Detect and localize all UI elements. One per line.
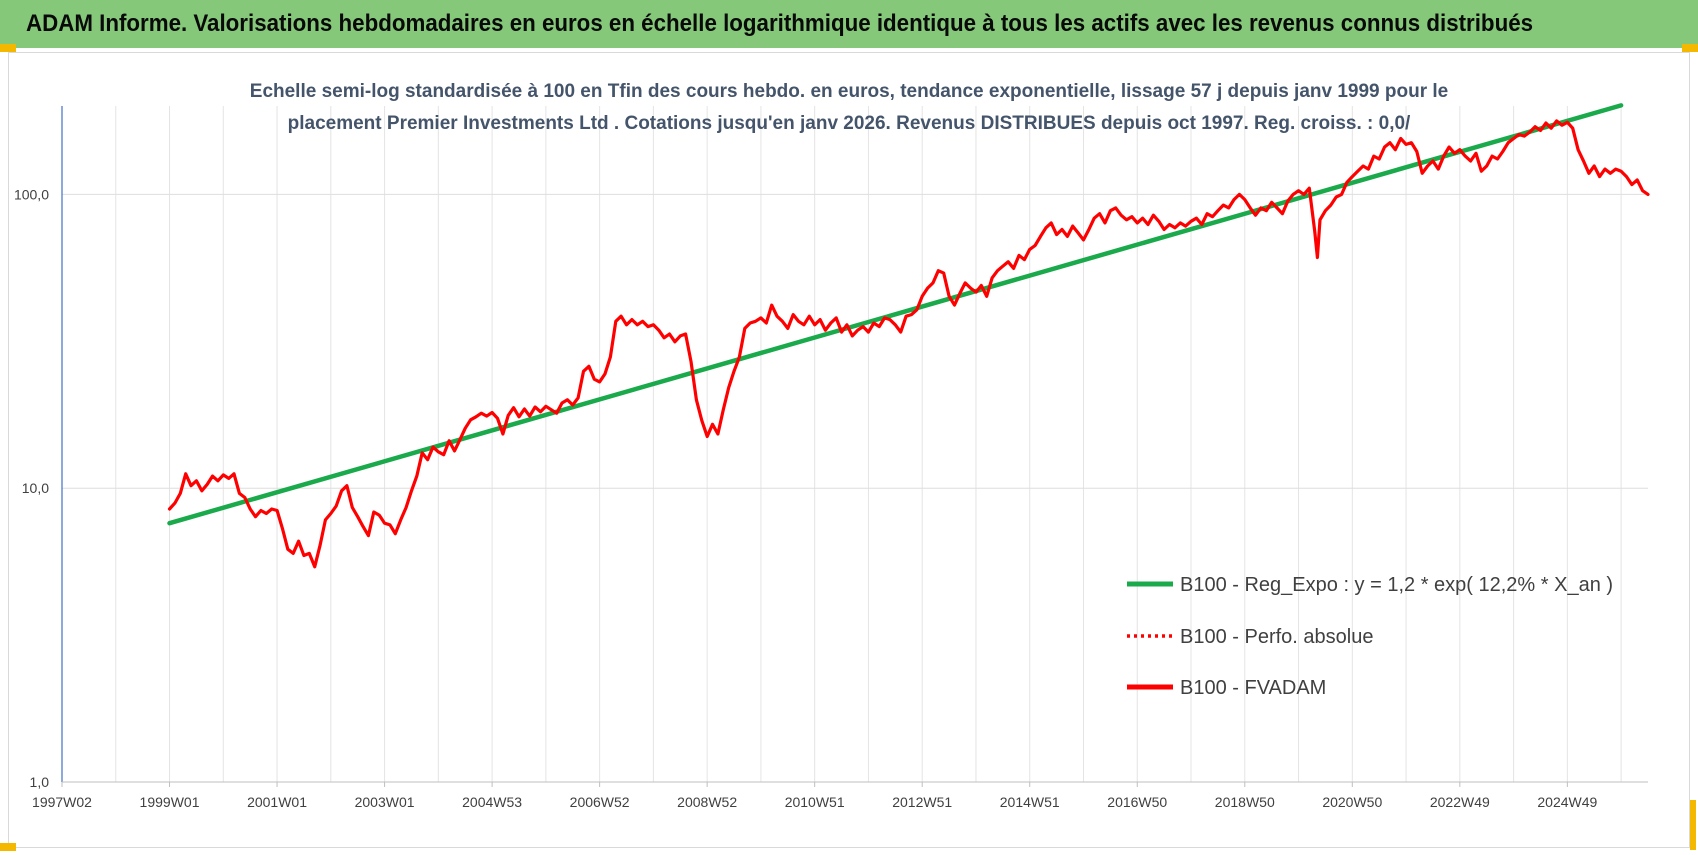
grid xyxy=(61,106,1648,783)
corner-marker-bottom-left xyxy=(0,843,16,851)
x-tick-label: 2024W49 xyxy=(1537,794,1597,810)
x-tick-label: 2010W51 xyxy=(785,794,845,810)
corner-marker-bottom-right xyxy=(1690,800,1696,850)
corner-marker-top-left xyxy=(0,44,16,52)
y-tick-label: 1,0 xyxy=(30,774,50,790)
legend-label-fvadam: B100 - FVADAM xyxy=(1180,677,1326,699)
x-tick-label: 2020W50 xyxy=(1322,794,1382,810)
x-tick-label: 2012W51 xyxy=(892,794,952,810)
x-tick-label: 2006W52 xyxy=(570,794,630,810)
x-tick-label: 1999W01 xyxy=(140,794,200,810)
legend: B100 - Reg_Expo : y = 1,2 * exp( 12,2% *… xyxy=(1127,574,1613,699)
x-tick-label: 2016W50 xyxy=(1107,794,1167,810)
chart-subtitle-line-1: Echelle semi-log standardisée à 100 en T… xyxy=(250,81,1448,102)
series-line-reg-expo xyxy=(167,103,1624,526)
x-tick-label: 1997W02 xyxy=(32,794,92,810)
header-banner: ADAM Informe. Valorisations hebdomadaire… xyxy=(0,0,1698,48)
x-tick-label: 2022W49 xyxy=(1430,794,1490,810)
x-tick-label: 2001W01 xyxy=(247,794,307,810)
axes: 1,0 10,0 100,0 1997W02 1999W01 2001W01 2003W01… xyxy=(14,106,1648,810)
chart-subtitle-line-2: placement Premier Investments Ltd . Cota… xyxy=(288,113,1411,134)
legend-label-perfo-absolue: B100 - Perfo. absolue xyxy=(1180,626,1373,648)
series-line-fvadam xyxy=(167,119,1650,569)
plot-area-frame xyxy=(8,52,1690,848)
x-tick-label: 2018W50 xyxy=(1215,794,1275,810)
x-tick-label: 2003W01 xyxy=(355,794,415,810)
x-tick-label: 2014W51 xyxy=(1000,794,1060,810)
y-tick-label: 10,0 xyxy=(22,480,49,496)
corner-marker-top-right xyxy=(1682,44,1698,52)
series xyxy=(167,103,1650,569)
page-title: ADAM Informe. Valorisations hebdomadaire… xyxy=(26,10,1534,37)
y-tick-label: 100,0 xyxy=(14,186,49,202)
x-tick-label: 2004W53 xyxy=(462,794,522,810)
legend-label-reg-expo: B100 - Reg_Expo : y = 1,2 * exp( 12,2% *… xyxy=(1180,574,1613,596)
x-tick-label: 2008W52 xyxy=(677,794,737,810)
